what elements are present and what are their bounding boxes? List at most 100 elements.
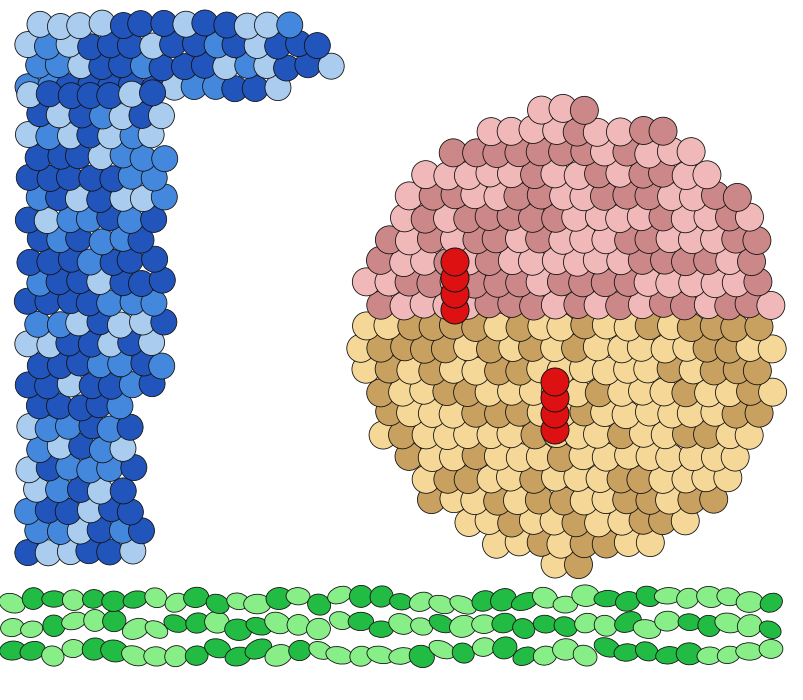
Circle shape [254, 12, 280, 38]
Circle shape [542, 246, 569, 274]
Circle shape [366, 334, 394, 362]
Ellipse shape [246, 617, 271, 635]
Ellipse shape [552, 638, 578, 660]
Circle shape [79, 372, 105, 399]
Circle shape [656, 355, 684, 383]
Circle shape [96, 83, 123, 108]
Circle shape [96, 204, 123, 230]
Circle shape [433, 204, 461, 232]
Circle shape [151, 10, 177, 36]
Circle shape [570, 311, 598, 339]
Circle shape [35, 208, 60, 234]
Circle shape [89, 103, 116, 129]
Circle shape [504, 139, 532, 167]
Circle shape [375, 226, 403, 254]
Ellipse shape [613, 612, 641, 632]
Circle shape [36, 123, 62, 150]
Circle shape [606, 246, 634, 274]
Circle shape [138, 122, 164, 148]
Circle shape [15, 74, 41, 99]
Circle shape [564, 162, 592, 190]
Circle shape [234, 52, 260, 78]
Circle shape [505, 398, 533, 426]
Circle shape [583, 332, 610, 360]
Circle shape [352, 355, 380, 383]
Circle shape [569, 530, 597, 558]
Circle shape [497, 377, 525, 405]
Circle shape [613, 441, 642, 469]
Circle shape [460, 486, 488, 514]
Circle shape [496, 202, 524, 230]
Circle shape [694, 290, 721, 318]
Circle shape [16, 457, 42, 483]
Circle shape [520, 160, 548, 188]
Circle shape [35, 34, 60, 60]
Circle shape [46, 477, 71, 503]
Circle shape [412, 466, 439, 493]
Circle shape [77, 497, 104, 523]
Circle shape [693, 203, 721, 231]
Circle shape [418, 444, 446, 472]
Circle shape [366, 246, 394, 274]
Circle shape [96, 456, 123, 482]
Circle shape [25, 312, 51, 337]
Circle shape [130, 52, 157, 78]
Ellipse shape [389, 594, 411, 610]
Circle shape [743, 268, 771, 296]
Circle shape [671, 379, 699, 407]
Circle shape [36, 455, 62, 481]
Circle shape [549, 487, 577, 515]
Circle shape [434, 466, 461, 493]
Ellipse shape [553, 617, 577, 636]
Circle shape [590, 269, 618, 297]
Circle shape [99, 496, 124, 522]
Circle shape [462, 442, 490, 470]
Ellipse shape [428, 595, 454, 614]
Circle shape [109, 104, 135, 130]
Circle shape [128, 10, 153, 36]
Circle shape [676, 314, 704, 342]
Circle shape [569, 355, 597, 383]
Ellipse shape [451, 643, 474, 663]
Circle shape [570, 137, 598, 165]
Circle shape [441, 280, 468, 308]
Ellipse shape [758, 621, 781, 638]
Circle shape [46, 185, 71, 211]
Circle shape [441, 296, 468, 324]
Circle shape [506, 444, 534, 472]
Circle shape [108, 312, 133, 338]
Circle shape [671, 420, 699, 448]
Circle shape [655, 270, 683, 298]
Ellipse shape [243, 594, 271, 614]
Circle shape [369, 421, 397, 449]
Circle shape [67, 350, 92, 376]
Circle shape [720, 443, 748, 471]
Ellipse shape [736, 592, 762, 612]
Circle shape [120, 122, 146, 149]
Circle shape [607, 335, 635, 363]
Circle shape [254, 52, 279, 78]
Circle shape [453, 421, 481, 449]
Circle shape [475, 290, 503, 318]
Circle shape [628, 377, 656, 405]
Circle shape [141, 76, 167, 101]
Circle shape [628, 160, 656, 188]
Circle shape [67, 13, 92, 38]
Circle shape [483, 313, 512, 341]
Ellipse shape [164, 615, 187, 632]
Circle shape [388, 378, 416, 406]
Circle shape [439, 484, 467, 512]
Circle shape [657, 400, 685, 428]
Circle shape [454, 466, 482, 493]
Ellipse shape [409, 645, 434, 668]
Circle shape [482, 531, 510, 559]
Circle shape [633, 355, 661, 383]
Ellipse shape [654, 611, 679, 631]
Circle shape [15, 372, 41, 398]
Circle shape [441, 181, 468, 209]
Circle shape [48, 144, 74, 169]
Circle shape [390, 204, 418, 232]
Circle shape [56, 330, 82, 356]
Circle shape [672, 333, 700, 361]
Ellipse shape [84, 610, 106, 631]
